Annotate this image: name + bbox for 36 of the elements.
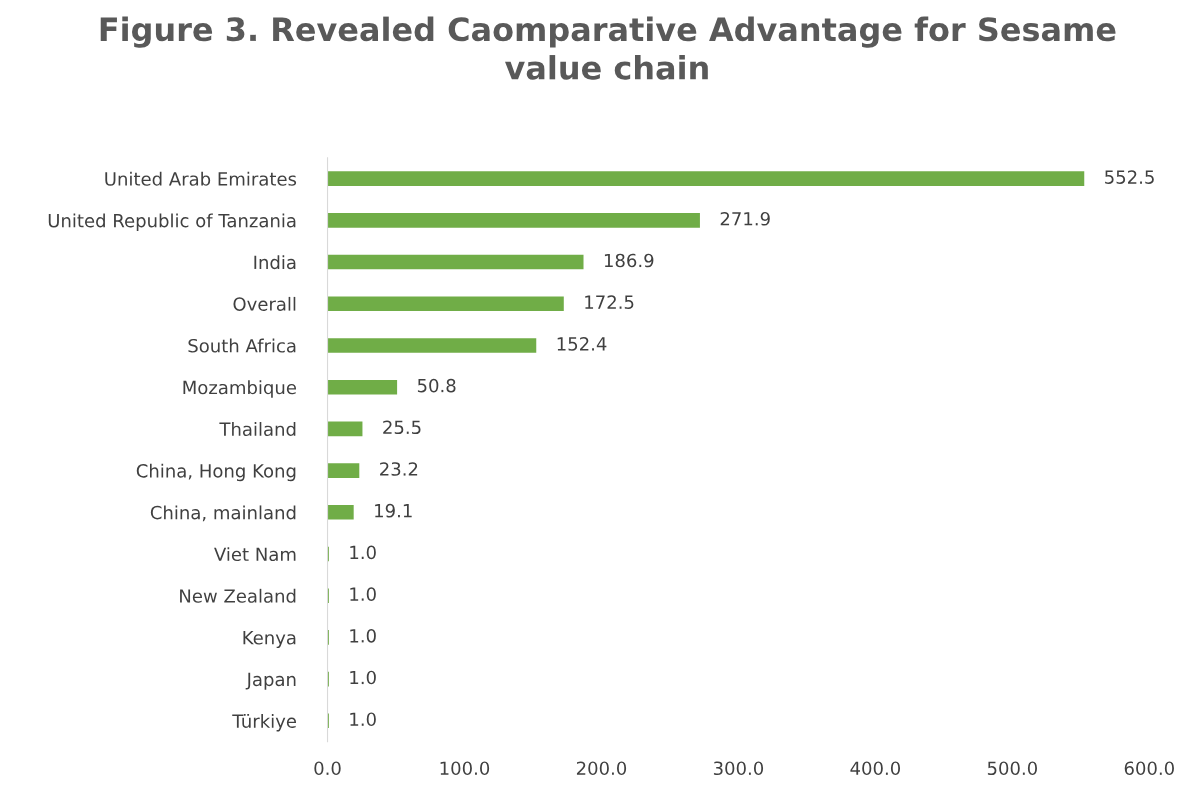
data-label: 50.8: [417, 378, 456, 393]
y-tick-label: China, Hong Kong: [136, 463, 296, 482]
data-label: 1.0: [350, 587, 376, 601]
y-tick-label: Thailand: [219, 422, 296, 436]
x-tick-label: 300.0: [713, 761, 764, 776]
data-label: 1.0: [350, 628, 376, 643]
x-tick-label: 400.0: [850, 761, 901, 776]
y-tick-label: South Africa: [188, 338, 296, 353]
y-tick-label: Overall: [233, 296, 296, 311]
y-tick-label: Japan: [245, 672, 296, 690]
x-tick-label: 200.0: [576, 761, 627, 776]
data-label: 186.9: [604, 253, 654, 268]
y-tick-label: Kenya: [243, 631, 296, 649]
x-tick-label: 600.0: [1124, 761, 1174, 776]
y-tick-label: India: [254, 255, 296, 270]
y-tick-label: Viet Nam: [214, 547, 296, 562]
data-label: 552.5: [1105, 170, 1154, 184]
data-label: 172.5: [585, 295, 634, 309]
data-label: 1.0: [350, 670, 376, 685]
y-tick-label: United Republic of Tanzania: [48, 213, 296, 231]
x-tick-label: 500.0: [987, 761, 1037, 776]
y-tick-label: China, mainland: [150, 505, 296, 522]
data-label: 19.1: [375, 503, 412, 518]
y-tick-label: Türkiye: [232, 713, 297, 732]
data-label: 152.4: [557, 337, 607, 351]
data-label: 1.0: [350, 712, 376, 727]
x-tick-label: 0.0: [314, 761, 341, 776]
y-tick-label: United Arab Emirates: [105, 171, 297, 186]
chart-title: Figure 3. Revealed Caomparative Advantage for Sesame value chain: [100, 16, 1116, 80]
x-tick-label: 100.0: [440, 761, 490, 776]
y-tick-label: New Zealand: [180, 588, 296, 603]
data-label: 1.0: [350, 545, 376, 560]
y-tick-label: Mozambique: [183, 380, 297, 398]
data-label: 23.2: [380, 462, 418, 476]
data-label: 25.5: [383, 420, 421, 435]
data-label: 271.9: [720, 211, 770, 226]
